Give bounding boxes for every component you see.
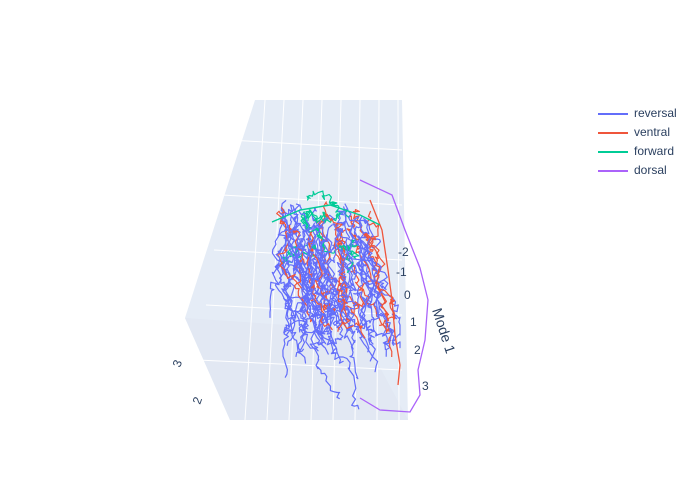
series-line-reversal	[295, 228, 327, 330]
series-line-ventral	[307, 232, 329, 311]
series-line-reversal	[298, 224, 315, 354]
legend-swatch-reversal	[598, 112, 628, 115]
series-line-reversal	[277, 250, 293, 378]
legend-label-dorsal: dorsal	[634, 163, 667, 177]
left-tick-label: 2	[190, 395, 206, 406]
trace-group	[269, 179, 429, 413]
series-line-reversal	[319, 236, 340, 318]
series-line-reversal	[330, 244, 376, 362]
mode1-tick-label: -2	[398, 245, 409, 259]
mode1-tick-label: 1	[410, 315, 417, 329]
legend-item-dorsal[interactable]: dorsal	[598, 161, 677, 180]
mode1-tick-label: -1	[396, 265, 407, 279]
series-line-reversal	[274, 246, 297, 347]
series-line-reversal	[294, 234, 341, 400]
grid-line	[229, 139, 403, 151]
mode1-tick-label: 2	[414, 343, 421, 357]
grid-line	[266, 99, 285, 421]
left-tick-label: 3	[170, 358, 186, 369]
grid-line	[197, 359, 403, 371]
series-line-reversal	[293, 244, 360, 410]
series-line-ventral	[363, 232, 396, 332]
legend-label-forward: forward	[634, 144, 675, 158]
mode1-tick-label: 0	[404, 288, 411, 302]
series-line-reversal	[337, 209, 393, 351]
legend-label-reversal: reversal	[634, 106, 677, 120]
left-axis-ticks: 32	[170, 358, 206, 406]
grid-line	[244, 99, 266, 421]
series-line-reversal	[275, 215, 308, 358]
legend-swatch-ventral	[598, 131, 628, 134]
legend-swatch-forward	[598, 150, 628, 153]
series-line-forward	[306, 190, 351, 218]
series-line-ventral	[336, 229, 366, 339]
series-line-ventral	[306, 231, 333, 331]
legend: reversal ventral forward dorsal	[598, 104, 677, 180]
series-line-reversal	[349, 255, 396, 346]
series-line-reversal	[338, 228, 375, 345]
mode1-axis-title: Mode 1	[429, 306, 459, 356]
legend-item-ventral[interactable]: ventral	[598, 123, 677, 142]
series-line-ventral	[369, 199, 401, 386]
mode1-tick-label: 3	[422, 379, 429, 393]
series-line-reversal	[338, 203, 360, 328]
series-line-ventral	[276, 206, 305, 293]
legend-item-reversal[interactable]: reversal	[598, 104, 677, 123]
mode1-axis-ticks: -2 -1 0 1 2 3	[396, 245, 429, 393]
series-line-reversal	[317, 220, 354, 323]
series-line-dorsal	[359, 179, 429, 413]
legend-swatch-dorsal	[598, 169, 628, 172]
series-line-reversal	[279, 212, 314, 286]
series-line-reversal	[269, 199, 287, 318]
floor-pane	[185, 318, 408, 420]
series-line-forward	[271, 204, 381, 226]
legend-item-forward[interactable]: forward	[598, 142, 677, 161]
legend-label-ventral: ventral	[634, 125, 671, 139]
series-line-ventral	[347, 215, 393, 358]
series-line-reversal	[327, 252, 354, 350]
series-line-reversal	[293, 239, 322, 337]
series-line-reversal	[320, 224, 355, 333]
